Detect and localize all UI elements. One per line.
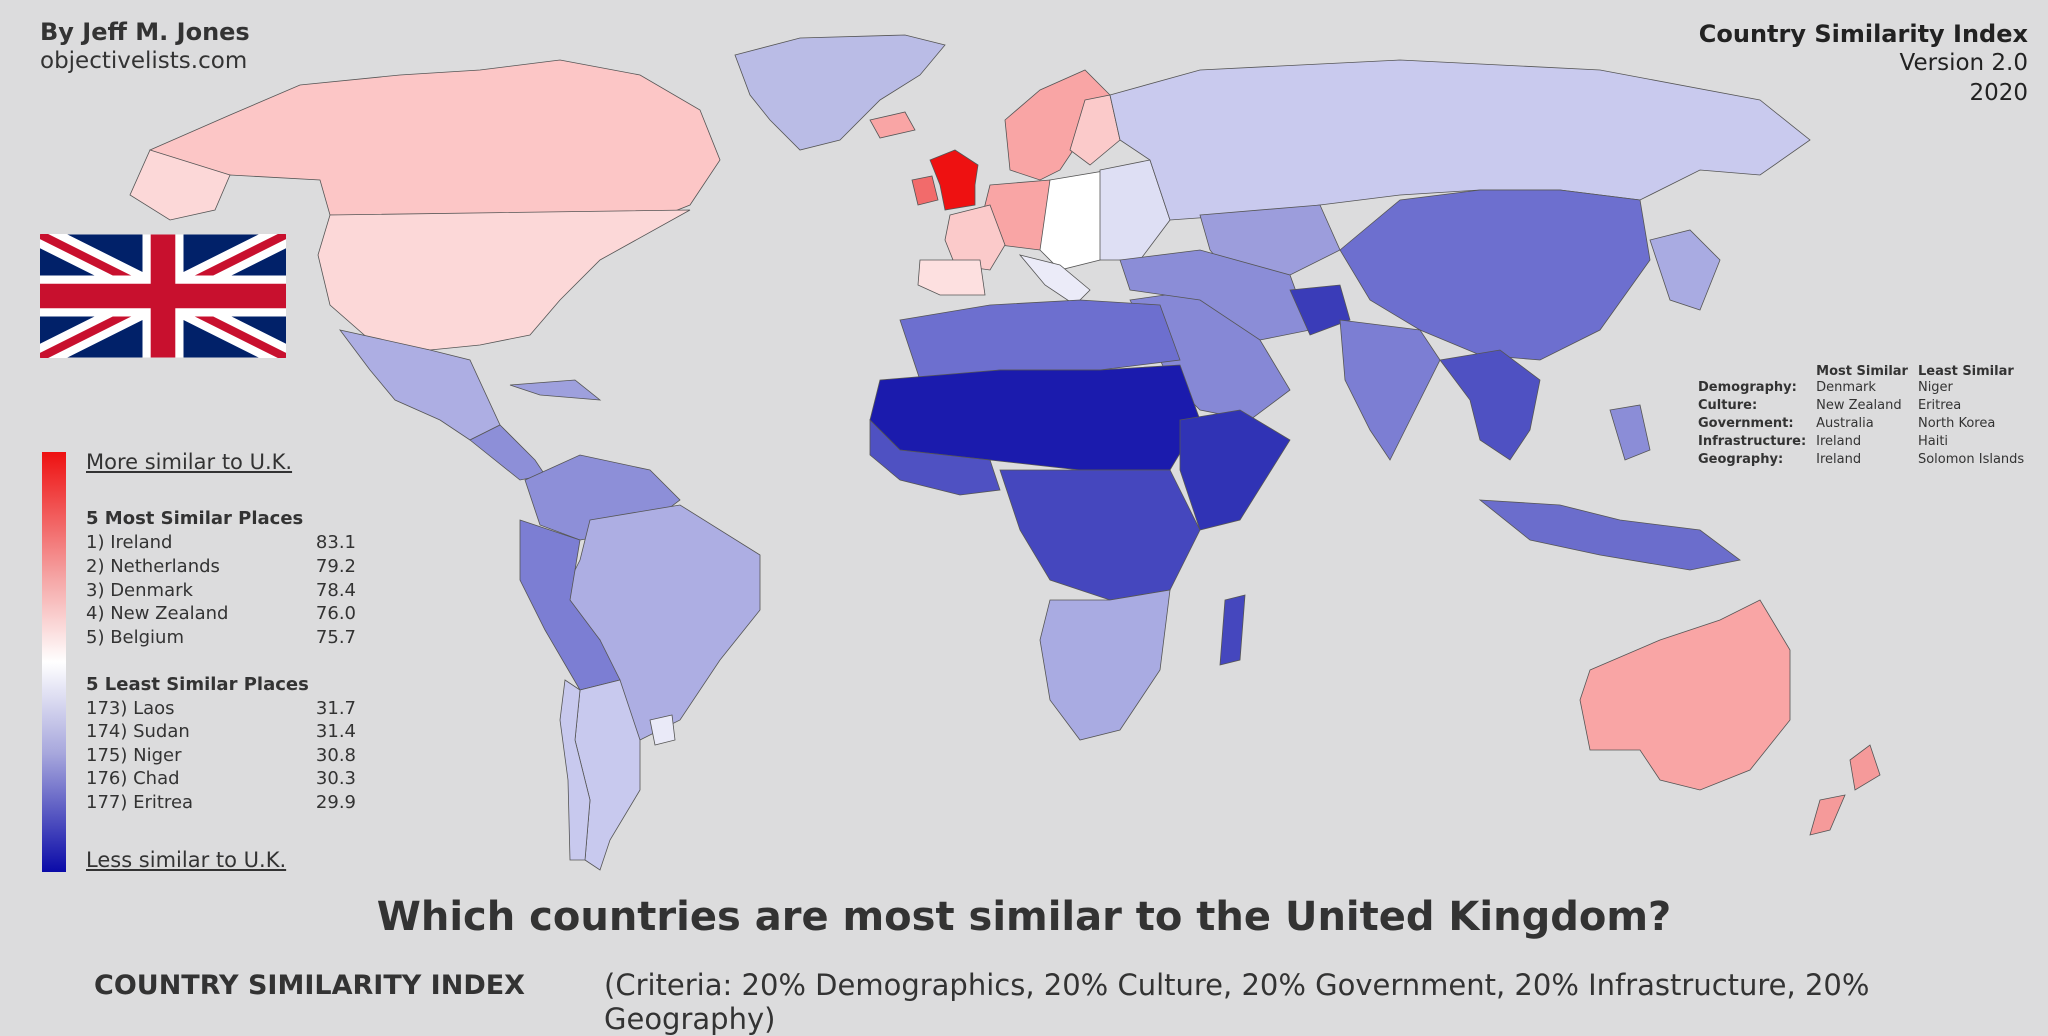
horn-of-africa — [1179, 409, 1291, 531]
southeast-asia — [1439, 349, 1541, 461]
category-row: Culture: New Zealand Eritrea — [1698, 397, 2034, 415]
uruguay — [649, 714, 676, 746]
category-name: Infrastructure: — [1698, 434, 1807, 449]
most-similar-item: 2) Netherlands 79.2 — [86, 556, 356, 577]
united-kingdom — [929, 149, 979, 211]
main-question-title: Which countries are most similar to the … — [376, 894, 1672, 940]
indonesia — [1478, 499, 1741, 571]
category-least: Solomon Islands — [1917, 452, 2025, 467]
category-name: Demography: — [1698, 380, 1797, 395]
category-most: Denmark — [1816, 380, 1876, 395]
category-table: Most Similar Least Similar Demography: D… — [1698, 364, 2034, 469]
chile — [559, 679, 591, 861]
most-similar-heading: 5 Most Similar Places — [86, 508, 304, 529]
most-similar-item: 5) Belgium 75.7 — [86, 627, 356, 648]
cuba — [509, 379, 602, 401]
index-year: 2020 — [1969, 80, 2028, 106]
ireland — [911, 175, 939, 206]
most-similar-item: 3) Denmark 78.4 — [86, 580, 356, 601]
canada — [149, 59, 721, 226]
iceland — [869, 111, 916, 139]
site-name: objectivelists.com — [40, 48, 248, 74]
index-title: Country Similarity Index — [1698, 20, 2028, 48]
korea-japan — [1649, 229, 1721, 311]
category-name: Government: — [1698, 416, 1794, 431]
most-similar-item: 1) Ireland 83.1 — [86, 532, 356, 553]
turkey-iran — [1119, 249, 1311, 341]
west-africa-coast — [869, 419, 1001, 496]
index-version: Version 2.0 — [1899, 50, 2028, 76]
category-least: Eritrea — [1917, 398, 1962, 413]
eastern-europe — [1099, 159, 1171, 261]
china-mongolia — [1339, 189, 1651, 361]
iberia — [917, 259, 986, 296]
legend-bottom-label: Less similar to U.K. — [86, 848, 287, 872]
category-least: North Korea — [1917, 416, 1996, 431]
category-most: New Zealand — [1816, 398, 1902, 413]
france — [944, 204, 1006, 271]
criteria-text: (Criteria: 20% Demographics, 20% Culture… — [604, 968, 1870, 1036]
most-similar-item: 4) New Zealand 76.0 — [86, 603, 356, 624]
category-row: Government: Australia North Korea — [1698, 415, 2034, 433]
category-row: Geography: Ireland Solomon Islands — [1698, 451, 2034, 469]
greenland — [734, 34, 946, 151]
category-most: Ireland — [1816, 434, 1862, 449]
category-least: Haiti — [1917, 434, 1949, 449]
category-most: Australia — [1816, 416, 1874, 431]
afghanistan — [1289, 284, 1351, 336]
author-credit: By Jeff M. Jones — [40, 18, 250, 46]
color-scale-bar — [42, 452, 66, 872]
category-name: Culture: — [1698, 398, 1758, 413]
new-zealand — [1809, 744, 1881, 836]
italy-balkans — [1018, 254, 1091, 306]
central-africa — [999, 469, 1201, 601]
least-similar-heading: 5 Least Similar Places — [86, 674, 309, 695]
finland — [1069, 94, 1121, 166]
col-least-similar: Least Similar — [1917, 364, 2014, 379]
legend-top-label: More similar to U.K. — [86, 450, 293, 474]
least-similar-item: 176) Chad 30.3 — [86, 768, 356, 789]
world-map — [129, 34, 1881, 871]
least-similar-item: 177) Eritrea 29.9 — [86, 792, 356, 813]
col-most-similar: Most Similar — [1816, 364, 1908, 379]
least-similar-item: 174) Sudan 31.4 — [86, 721, 356, 742]
alaska — [129, 149, 231, 221]
australia — [1579, 599, 1791, 791]
philippines — [1609, 404, 1651, 461]
usa — [317, 209, 691, 351]
category-row: Demography: Denmark Niger — [1698, 379, 2034, 397]
category-name: Geography: — [1698, 452, 1784, 467]
india — [1339, 319, 1441, 461]
category-col-blank — [1698, 364, 1816, 379]
madagascar — [1219, 594, 1246, 666]
category-row: Infrastructure: Ireland Haiti — [1698, 433, 2034, 451]
index-name-label: COUNTRY SIMILARITY INDEX — [94, 970, 525, 1001]
category-most: Ireland — [1816, 452, 1862, 467]
united-kingdom-flag-icon — [40, 234, 286, 358]
southern-africa — [1039, 589, 1171, 741]
central-america — [469, 424, 546, 481]
category-least: Niger — [1917, 380, 1953, 395]
least-similar-item: 175) Niger 30.8 — [86, 745, 356, 766]
least-similar-item: 173) Laos 31.7 — [86, 698, 356, 719]
